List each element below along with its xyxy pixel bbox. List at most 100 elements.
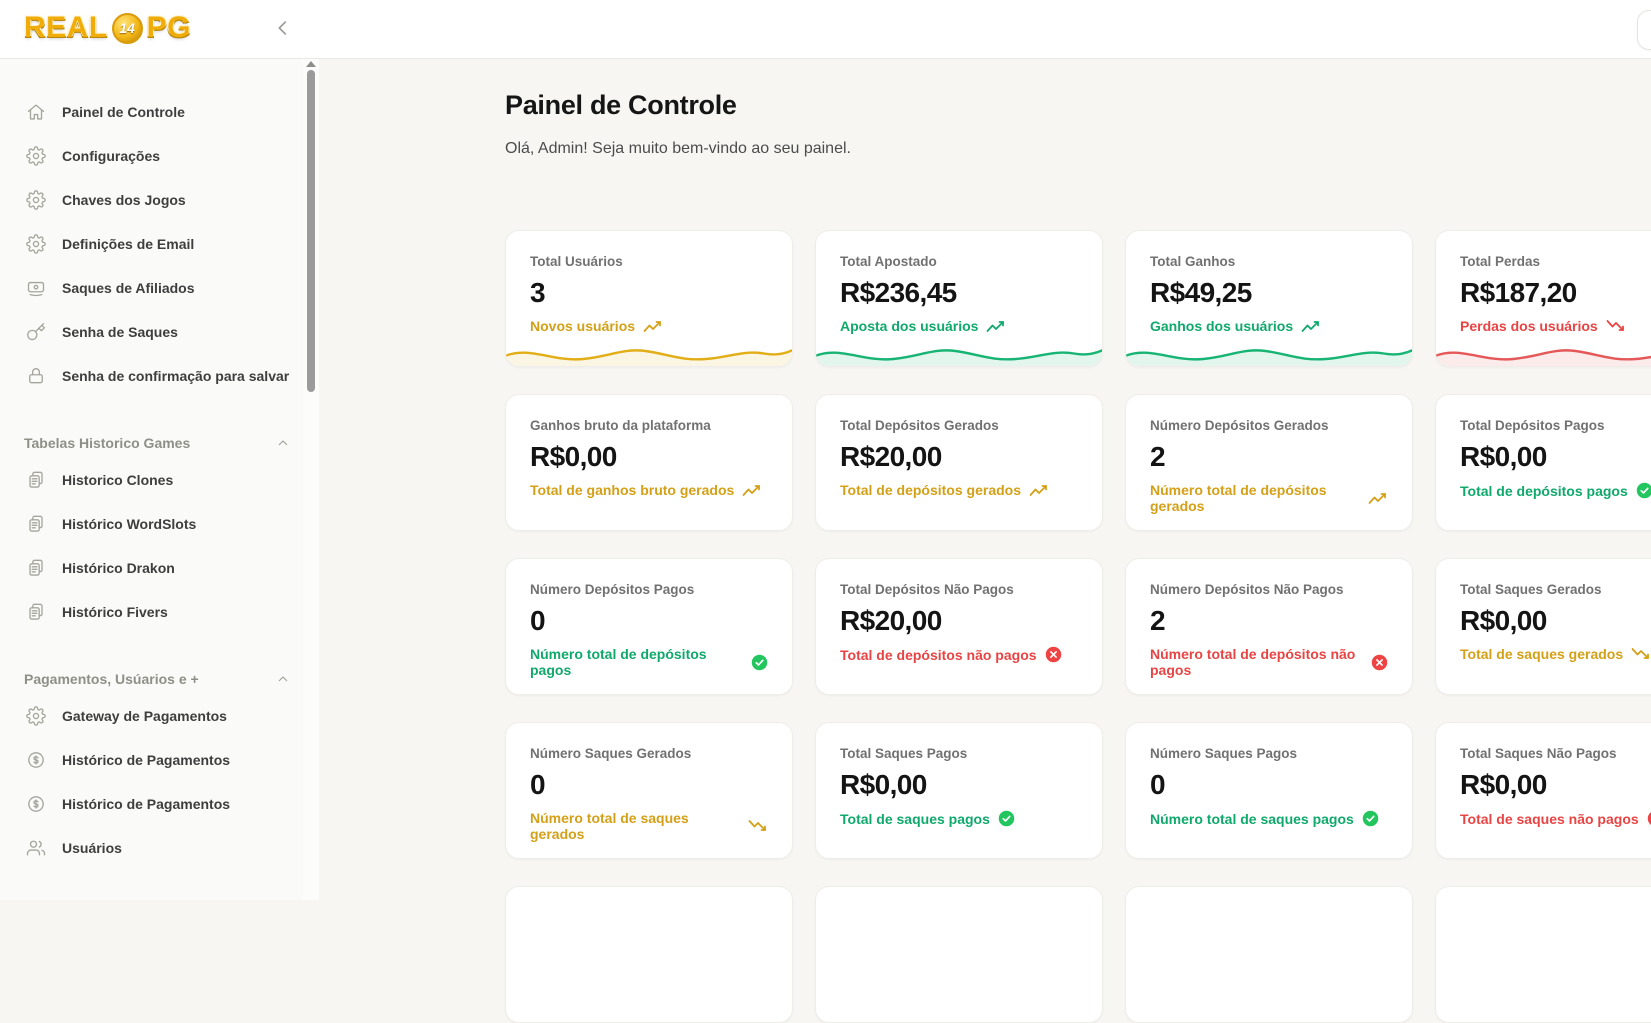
sidebar-item[interactable]: Definições de Email xyxy=(0,222,319,266)
sidebar-item[interactable]: Histórico Drakon xyxy=(0,546,319,590)
clipboard-icon xyxy=(29,559,43,576)
stat-card-label: Número Depósitos Gerados xyxy=(1150,418,1329,433)
stat-card-label: Total Depósitos Pagos xyxy=(1460,418,1605,433)
sidebar-item[interactable]: Saques de Afiliados xyxy=(0,266,319,310)
users-icon xyxy=(26,840,46,856)
check-circle-icon xyxy=(1362,810,1379,827)
stat-card-label: Número Saques Pagos xyxy=(1150,746,1298,761)
stat-card: Total Depósitos Não Pagos R$20,00 Total de… xyxy=(815,558,1103,695)
sparkline-chart xyxy=(816,349,1102,366)
stat-card-label: Total Depósitos Gerados xyxy=(840,418,999,433)
stat-card-caption: Aposta dos usuários xyxy=(840,318,1078,334)
sidebar-item[interactable]: Painel de Controle xyxy=(0,90,319,134)
sidebar-item-label: Histórico de Pagamentos xyxy=(62,752,231,768)
brand-logo[interactable]: REAL 14 PG xyxy=(24,11,191,45)
dollar-icon xyxy=(28,752,44,768)
sidebar-item[interactable]: Histórico de Pagamentos xyxy=(0,738,319,782)
sidebar-nav: Painel de Controle Configurações Chaves do… xyxy=(0,58,319,870)
trend-up-icon xyxy=(1301,321,1320,332)
sidebar-scrollbar[interactable] xyxy=(303,58,319,900)
dollar-icon xyxy=(28,796,44,812)
stat-card-label: Total Usuários xyxy=(530,254,623,269)
clipboard-icon xyxy=(29,603,43,620)
sidebar-item-label: Historico Clones xyxy=(62,472,174,488)
main-content: Painel de Controle Olá, Admin! Seja muit… xyxy=(319,58,1651,1023)
stat-card-label: Total Saques Não Pagos xyxy=(1460,746,1617,761)
sidebar-item[interactable]: Historico Clones xyxy=(0,458,319,502)
logo-text-real: REAL xyxy=(24,11,108,44)
stat-card-label: Número Saques Gerados xyxy=(530,746,692,761)
sidebar-section-header[interactable]: Pagamentos, Usúarios e + xyxy=(0,664,319,694)
stat-card-value: 0 xyxy=(530,769,546,800)
stat-card-value: R$49,25 xyxy=(1150,277,1252,308)
sidebar-item-label: Senha de confirmação para salvar xyxy=(62,368,290,384)
home-icon xyxy=(27,104,45,120)
trend-up-icon xyxy=(1029,485,1047,496)
trend-up-icon xyxy=(742,485,761,496)
sidebar-item[interactable]: Gateway de Pagamentos xyxy=(0,694,319,738)
sidebar-item[interactable]: Usuários xyxy=(0,826,319,870)
stat-card-value: 2 xyxy=(1150,605,1166,636)
scrollbar-up-arrow-icon[interactable] xyxy=(306,61,316,67)
check-circle-icon xyxy=(1636,482,1651,499)
stat-card-label: Total Apostado xyxy=(840,254,937,269)
sidebar-item[interactable]: Chaves dos Jogos xyxy=(0,178,319,222)
stats-grid: Total Usuários 3 Novos usuários Total Apost… xyxy=(505,230,1651,1023)
sidebar-item[interactable]: Configurações xyxy=(0,134,319,178)
sidebar-item-label: Saques de Afiliados xyxy=(62,280,195,296)
stat-card-value: 0 xyxy=(530,605,546,636)
stat-card: Total Saques Pagos R$0,00 Total de saques … xyxy=(815,722,1103,859)
sidebar-item-label: Histórico WordSlots xyxy=(62,516,197,532)
sidebar-item-label: Chaves dos Jogos xyxy=(62,192,186,208)
stat-card-value: 0 xyxy=(1150,769,1166,800)
stat-card: Total Ganhos R$49,25 Ganhos dos usuários xyxy=(1125,230,1413,367)
sparkline-chart xyxy=(1126,349,1412,366)
sidebar-item-label: Configurações xyxy=(62,148,161,164)
stat-card-label: Ganhos bruto da plataforma xyxy=(530,418,711,433)
clipboard-icon xyxy=(29,471,43,488)
stat-card: Total Apostado R$236,45 Aposta dos usuário… xyxy=(815,230,1103,367)
banknote-icon xyxy=(27,281,45,297)
stat-card-label: Total Saques Gerados xyxy=(1460,582,1602,597)
sidebar-item-label: Senha de Saques xyxy=(62,324,178,340)
scrollbar-thumb[interactable] xyxy=(307,70,315,392)
sidebar-item[interactable]: Histórico WordSlots xyxy=(0,502,319,546)
header-action-button[interactable] xyxy=(1637,10,1651,50)
sidebar-item[interactable]: Senha de Saques xyxy=(0,310,319,354)
sidebar-item[interactable]: Histórico de Pagamentos xyxy=(0,782,319,826)
cross-circle-icon xyxy=(1045,646,1061,663)
trend-down-icon xyxy=(748,820,766,831)
sidebar-section-header[interactable]: Tabelas Historico Games xyxy=(0,428,319,458)
stat-card: Número Depósitos Gerados 2 Número total de… xyxy=(1125,394,1413,531)
key-icon xyxy=(27,323,45,341)
stat-card: Número Depósitos Pagos 0 Número total de d… xyxy=(505,558,793,695)
stat-card-caption: Total de depósitos pagos xyxy=(1460,482,1651,499)
sidebar-item[interactable]: Senha de confirmação para salvar xyxy=(0,354,319,398)
stat-card-caption: Total de saques gerados xyxy=(1460,646,1651,662)
stat-card-caption: Número total de depósitos gerados xyxy=(1150,482,1388,514)
stat-card: Ganhos bruto da plataforma R$0,00 Total de… xyxy=(505,394,793,531)
stat-card-value: R$187,20 xyxy=(1460,277,1577,308)
stat-card-label: Número Depósitos Não Pagos xyxy=(1150,582,1344,597)
sparkline-chart xyxy=(506,349,792,366)
stat-card: Total Saques Gerados R$0,00 Total de saque… xyxy=(1435,558,1651,695)
stat-card-caption: Total de ganhos bruto gerados xyxy=(530,482,768,498)
stat-card-caption: Número total de saques gerados xyxy=(530,810,768,842)
stat-card-value: R$0,00 xyxy=(530,441,617,472)
logo-text-pg: PG xyxy=(146,11,192,44)
clipboard-icon xyxy=(29,515,43,532)
stat-card: Total Depósitos Pagos R$0,00 Total de depó… xyxy=(1435,394,1651,531)
chevron-up-icon xyxy=(278,676,288,682)
sidebar-item-label: Definições de Email xyxy=(62,236,195,252)
sidebar-item-label: Histórico Fivers xyxy=(62,604,168,620)
stat-card-label: Número Depósitos Pagos xyxy=(530,582,695,597)
sidebar-item-label: Gateway de Pagamentos xyxy=(62,708,227,724)
stat-card-caption: Total de depósitos gerados xyxy=(840,482,1078,498)
sidebar-section-label: Pagamentos, Usúarios e + xyxy=(24,671,199,687)
sidebar-collapse-button[interactable] xyxy=(268,14,298,44)
stat-card-partial xyxy=(815,886,1103,1023)
sidebar-item[interactable]: Histórico Fivers xyxy=(0,590,319,634)
sidebar-item-label: Histórico de Pagamentos xyxy=(62,796,231,812)
stat-card-value: R$0,00 xyxy=(1460,769,1547,800)
trend-down-icon xyxy=(1606,320,1624,331)
